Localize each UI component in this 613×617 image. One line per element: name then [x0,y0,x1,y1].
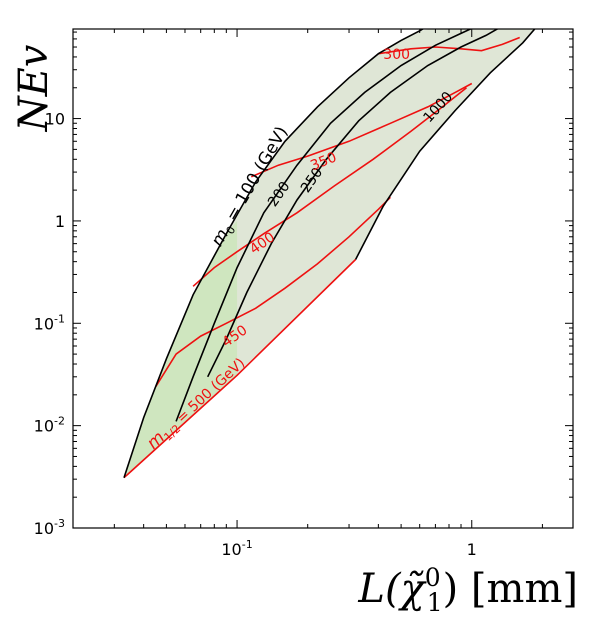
m12-curve-400 [192,87,467,287]
annotation-lbl-300: 300 [383,47,410,63]
axes: 10-1 1 10-3 10-2 10-1 1 10 L(χ̃0 1) [mm] NEv [11,28,578,617]
y-tick-label: 10-2 [34,415,65,436]
plot-area [123,29,536,479]
x-tick-label: 10-1 [221,538,252,559]
m12-curve-450 [155,196,391,388]
highlight-region [124,220,238,478]
y-tick-label: 1 [55,212,65,231]
m12-curve-300 [378,36,520,55]
y-tick-label: 10 [45,110,65,129]
m0-curve-200 [175,29,473,422]
m12-curve-350 [250,82,473,178]
m0-curve-100 [123,29,425,478]
y-axis-label: NEv [11,44,57,132]
m0-curve-1000 [354,29,536,260]
plot-clipped [123,29,536,479]
m12-curve-500 [123,258,357,479]
x-axis-label: L(χ̃0 1) [mm] [357,563,578,617]
plot-frame [72,28,574,529]
x-tick-label: 1 [467,540,477,559]
y-tick-label: 10-3 [34,517,65,538]
y-tick-label: 10-1 [34,312,65,333]
m0-curve-250 [206,29,499,378]
